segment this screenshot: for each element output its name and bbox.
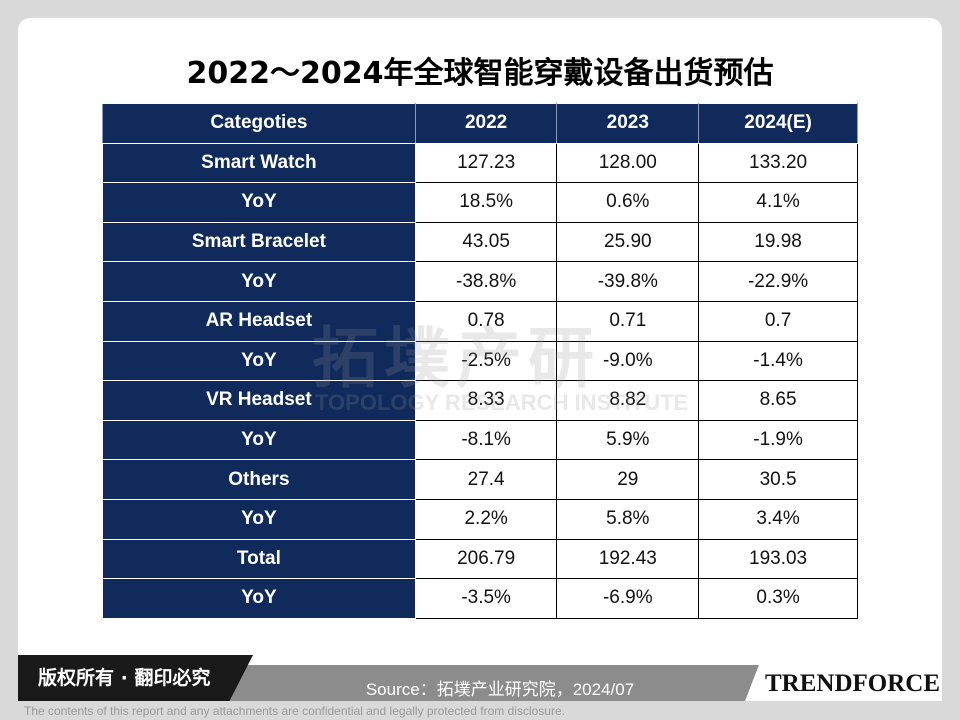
row-label: Smart Watch [102, 142, 416, 184]
cell: 127.23 [414, 142, 558, 184]
cell: 0.6% [556, 182, 700, 223]
cell: 0.7 [698, 300, 858, 342]
watermark: TOPOLOGY RESEARCH INSTITUTE [315, 390, 689, 415]
cell: 5.9% [556, 419, 700, 461]
cell: -2.5% [414, 340, 558, 382]
cell: -39.8% [556, 261, 700, 302]
cell: 133.20 [698, 142, 858, 184]
cell: 192.43 [556, 538, 700, 580]
column-header: 2023 [556, 103, 700, 144]
row-label: Total [102, 538, 416, 580]
column-header: Categoties [102, 103, 416, 144]
row-label: Smart Bracelet [102, 221, 416, 263]
cell: 4.1% [698, 182, 858, 223]
title: 2022～2024年全球智能穿戴设备出货预估 [186, 56, 774, 91]
cell: 0.3% [698, 578, 858, 619]
logo-box [745, 640, 942, 701]
cell: 43.05 [414, 221, 558, 263]
logo: TRENDFORCE [765, 670, 941, 697]
table-row: Total 206.79 192.43 193.03 [102, 538, 858, 580]
source: Source：拓墣产业研究院，2024/07 [365, 680, 635, 699]
row-label: YoY [102, 261, 416, 302]
cell: 29 [556, 459, 700, 500]
watermark: 拓墣产研 [312, 320, 600, 397]
table-row: YoY -3.5% -6.9% 0.3% [102, 578, 858, 619]
cell: -8.1% [414, 419, 558, 461]
cell: 128.00 [556, 142, 700, 184]
cell: 8.33 [414, 380, 558, 421]
row-label: YoY [102, 578, 416, 619]
cell: 25.90 [556, 221, 700, 263]
cell: 3.4% [698, 498, 858, 540]
cell: -3.5% [414, 578, 558, 619]
table-row: Smart Bracelet 43.05 25.90 19.98 [102, 221, 858, 263]
disclaimer: The contents of this report and any atta… [24, 704, 565, 718]
row-label: Others [102, 459, 416, 500]
cell: -6.9% [556, 578, 700, 619]
cell: 5.8% [556, 498, 700, 540]
cell: -1.9% [698, 419, 858, 461]
data-table: Categoties 2022 2023 2024(E) Smart Watch 127.… [102, 103, 858, 619]
cell: 193.03 [698, 538, 858, 580]
table-row: Smart Watch 127.23 128.00 133.20 [102, 142, 858, 184]
cell: 30.5 [698, 459, 858, 500]
cell: 206.79 [414, 538, 558, 580]
table-row: YoY -38.8% -39.8% -22.9% [102, 261, 858, 302]
cell: -22.9% [698, 261, 858, 302]
table-row: YoY 2.2% 5.8% 3.4% [102, 498, 858, 540]
table-row: YoY 18.5% 0.6% 4.1% [102, 182, 858, 223]
table-row: YoY -8.1% 5.9% -1.9% [102, 419, 858, 461]
cell: 27.4 [414, 459, 558, 500]
row-label: YoY [102, 419, 416, 461]
cell: -38.8% [414, 261, 558, 302]
row-label: YoY [102, 182, 416, 223]
table-body: Smart Watch 127.23 128.00 133.20 YoY 18.5% 0.6… [102, 142, 858, 619]
table-row: AR Headset 0.78 0.71 0.7 [102, 300, 858, 342]
cell: 0.71 [556, 300, 700, 342]
header-row: Categoties 2022 2023 2024(E) [102, 103, 858, 144]
cell: -1.4% [698, 340, 858, 382]
cell: 8.65 [698, 380, 858, 421]
table-row: Others 27.4 29 30.5 [102, 459, 858, 500]
cell: 18.5% [414, 182, 558, 223]
copyright: 版权所有 · 翻印必究 [18, 655, 253, 701]
column-header: 2022 [414, 103, 558, 144]
cell: 0.78 [414, 300, 558, 342]
row-label: YoY [102, 498, 416, 540]
column-header: 2024(E) [698, 103, 858, 144]
cell: 19.98 [698, 221, 858, 263]
row-label: AR Headset [102, 300, 416, 342]
cell: 2.2% [414, 498, 558, 540]
